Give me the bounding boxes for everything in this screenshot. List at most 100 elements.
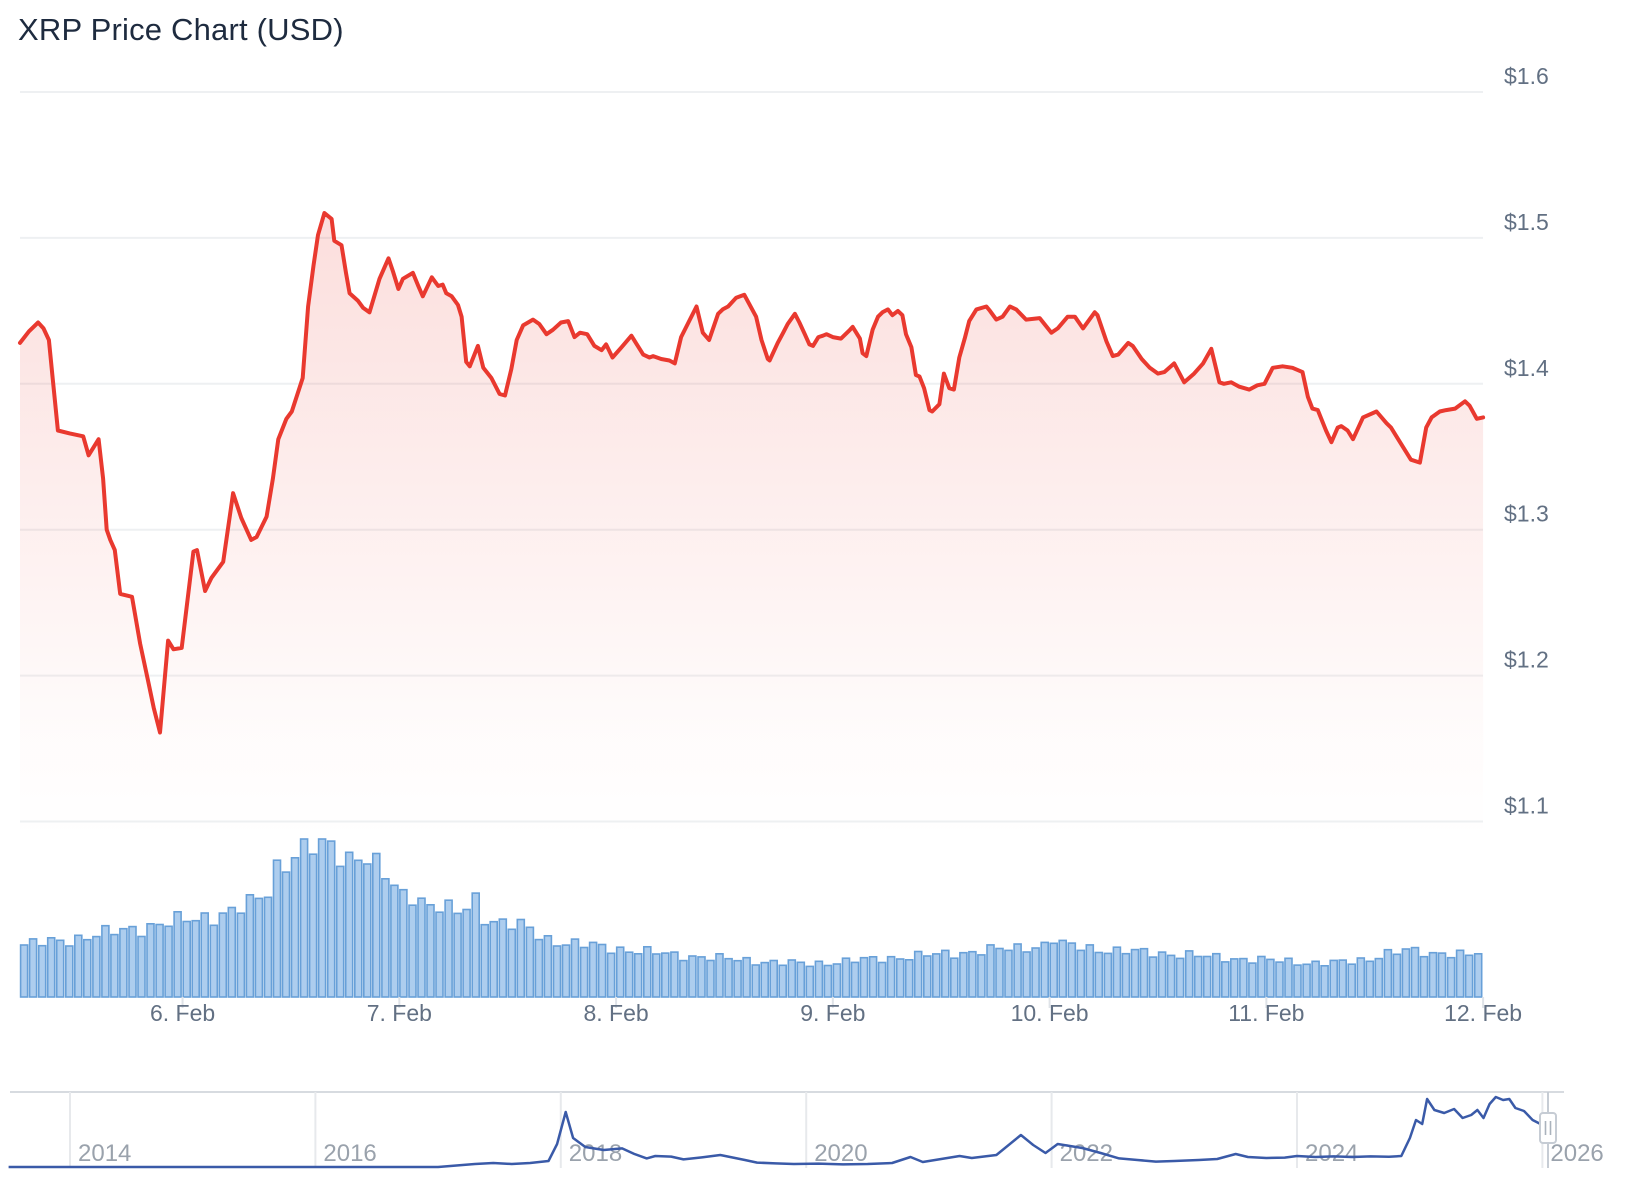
- volume-bar: [326, 840, 336, 998]
- volume-bar: [137, 935, 146, 998]
- volume-bar: [615, 946, 625, 998]
- volume-bar: [1428, 951, 1438, 998]
- volume-bar: [823, 964, 833, 998]
- price-line: [18, 211, 1486, 735]
- volume-series[interactable]: [19, 838, 1483, 998]
- volume-bar: [1130, 948, 1140, 998]
- volume-bar: [1067, 942, 1077, 998]
- volume-bar: [787, 959, 797, 998]
- volume-bar: [841, 957, 851, 998]
- volume-bar: [760, 961, 770, 998]
- navigator-year-label: 2014: [78, 1140, 131, 1167]
- volume-bar: [1058, 939, 1067, 998]
- y-axis-label: $1.2: [1504, 647, 1549, 673]
- volume-bar: [1004, 949, 1013, 998]
- volume-bar: [543, 934, 553, 998]
- volume-bar: [28, 938, 38, 998]
- volume-bar: [868, 955, 878, 998]
- volume-bar: [895, 958, 905, 998]
- volume-bar: [1455, 949, 1465, 998]
- volume-bar: [814, 960, 824, 998]
- volume-bar: [651, 953, 661, 998]
- navigator-handle[interactable]: [1539, 1112, 1557, 1144]
- volume-bar: [1212, 952, 1221, 998]
- volume-bar: [480, 923, 490, 998]
- volume-bar: [1094, 951, 1104, 998]
- volume-bar: [995, 947, 1004, 998]
- x-axis-label: 7. Feb: [367, 1000, 432, 1026]
- volume-bar: [218, 912, 228, 998]
- volume-bar: [715, 952, 724, 998]
- volume-bar: [209, 924, 219, 998]
- volume-bar: [1049, 942, 1058, 998]
- volume-bar: [913, 950, 923, 998]
- y-axis-label: $1.4: [1504, 355, 1549, 381]
- volume-bar: [164, 925, 173, 998]
- price-area-series[interactable]: [18, 211, 1486, 998]
- volume-bar: [1031, 947, 1040, 998]
- volume-bar: [670, 951, 679, 998]
- volume-bar: [1473, 952, 1483, 998]
- volume-bar: [19, 944, 29, 998]
- volume-bar: [65, 945, 74, 998]
- volume-bar: [353, 859, 363, 998]
- navigator[interactable]: 2014 2016 2018 2020 2022 2024 2026: [8, 1091, 1604, 1169]
- x-axis-label: 6. Feb: [150, 1000, 215, 1026]
- volume-bar: [46, 936, 56, 998]
- volume-bar: [1356, 957, 1366, 998]
- volume-bar: [642, 945, 652, 998]
- volume-bar: [977, 954, 986, 998]
- volume-bar: [633, 952, 643, 998]
- volume-bar: [742, 956, 751, 998]
- volume-bar: [489, 920, 499, 998]
- volume-bar: [733, 959, 742, 998]
- volume-bar: [272, 859, 282, 998]
- volume-bar: [362, 863, 372, 998]
- volume-bar: [697, 956, 706, 998]
- volume-bar: [281, 871, 291, 998]
- volume-bar: [227, 906, 237, 998]
- volume-bar: [299, 838, 309, 998]
- x-axis-label: 12. Feb: [1444, 1000, 1522, 1026]
- volume-bar: [182, 920, 191, 998]
- navigator-year-label: 2018: [569, 1140, 622, 1167]
- volume-bar: [949, 957, 959, 998]
- volume-bar: [679, 959, 688, 998]
- volume-bar: [74, 934, 83, 998]
- volume-bar: [344, 851, 354, 998]
- volume-bar: [778, 964, 788, 998]
- volume-bar: [1040, 941, 1049, 998]
- volume-bar: [1239, 957, 1248, 998]
- volume-bar: [1266, 958, 1275, 998]
- volume-bar: [453, 912, 462, 998]
- volume-bar: [1175, 957, 1185, 998]
- volume-bar: [308, 853, 318, 998]
- volume-bar: [1365, 960, 1375, 998]
- volume-bar: [1139, 947, 1149, 998]
- volume-bar: [1257, 955, 1266, 998]
- volume-bar: [959, 951, 968, 998]
- volume-bar: [1374, 957, 1384, 998]
- volume-bar: [1437, 952, 1447, 998]
- volume-bar: [597, 943, 607, 998]
- volume-bar: [1464, 954, 1474, 998]
- volume-bar: [1293, 964, 1302, 998]
- volume-bar: [940, 949, 950, 998]
- volume-bar: [850, 961, 860, 998]
- y-axis-labels: $1.6 $1.5 $1.4 $1.3 $1.2 $1.1: [1504, 63, 1549, 819]
- volume-bar: [769, 959, 779, 998]
- volume-bar: [859, 956, 869, 998]
- volume-bar: [435, 911, 444, 998]
- volume-bar: [155, 923, 164, 998]
- volume-bar: [877, 961, 887, 998]
- volume-bar: [1157, 951, 1167, 998]
- volume-bar: [417, 897, 426, 998]
- volume-bar: [1347, 963, 1356, 998]
- volume-bar: [922, 955, 932, 998]
- volume-bar: [1230, 958, 1239, 998]
- volume-bar: [371, 852, 381, 998]
- volume-bar: [1022, 951, 1031, 998]
- volume-bar: [886, 955, 896, 998]
- volume-bar: [1392, 953, 1402, 998]
